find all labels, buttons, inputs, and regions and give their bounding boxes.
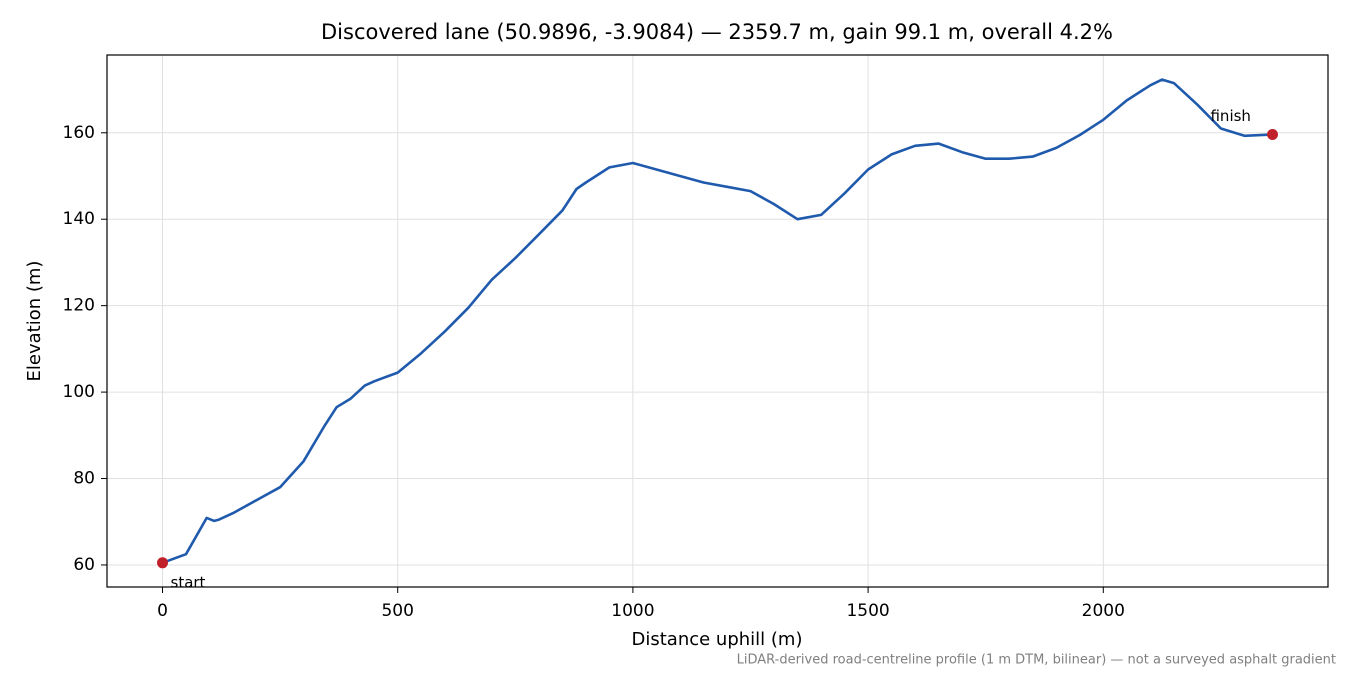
x-tick-label: 0 bbox=[157, 601, 168, 621]
endpoint-label: finish bbox=[1210, 107, 1250, 125]
endpoint-label: start bbox=[171, 573, 206, 591]
y-tick-label: 140 bbox=[63, 209, 95, 229]
x-tick-label: 2000 bbox=[1082, 601, 1125, 621]
x-tick-label: 500 bbox=[381, 601, 413, 621]
plot-frame bbox=[106, 54, 1329, 588]
y-tick-label: 100 bbox=[63, 382, 95, 402]
elevation-line bbox=[162, 78, 1273, 565]
x-tick-label: 1000 bbox=[611, 601, 654, 621]
y-tick-label: 160 bbox=[63, 123, 95, 143]
x-axis-label: Distance uphill (m) bbox=[632, 629, 803, 650]
y-tick-label: 80 bbox=[73, 469, 95, 489]
chart-title: Discovered lane (50.9896, -3.9084) — 235… bbox=[321, 20, 1113, 44]
y-tick-label: 120 bbox=[63, 296, 95, 316]
footnote: LiDAR-derived road-centreline profile (1… bbox=[737, 653, 1336, 668]
endpoint-marker bbox=[157, 557, 169, 569]
grid bbox=[107, 55, 1328, 587]
x-tick-label: 1500 bbox=[846, 601, 889, 621]
y-axis-label: Elevation (m) bbox=[24, 261, 45, 382]
endpoint-marker bbox=[1266, 129, 1278, 141]
y-tick-label: 60 bbox=[73, 555, 95, 575]
